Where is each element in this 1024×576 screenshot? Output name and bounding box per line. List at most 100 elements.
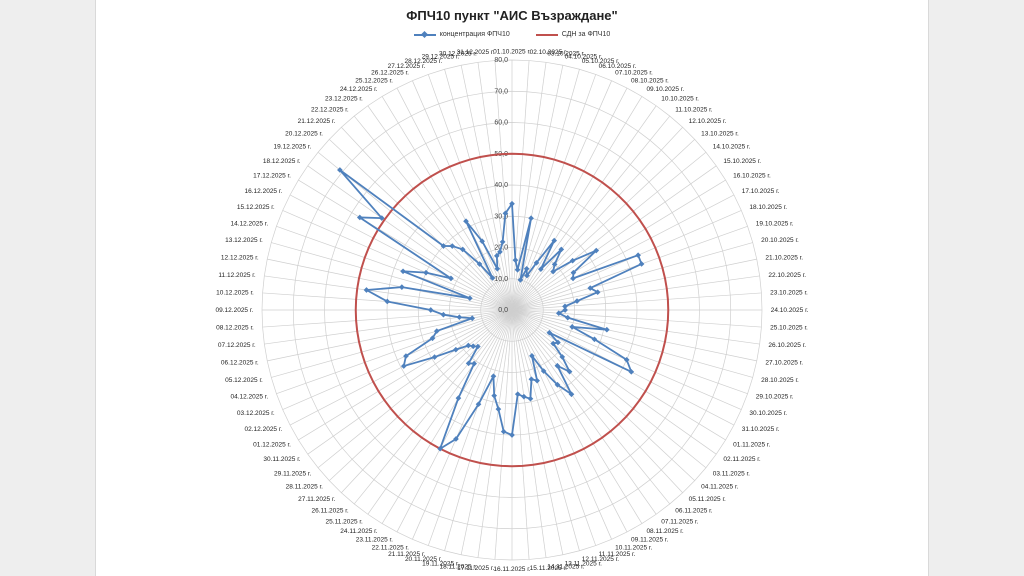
category-label: 07.12.2025 г. bbox=[218, 342, 256, 349]
pm10-point bbox=[529, 353, 535, 359]
pm10-point bbox=[550, 268, 556, 275]
pm10-point bbox=[524, 272, 530, 279]
grid-spoke bbox=[494, 60, 513, 311]
category-label: 11.10.2025 г. bbox=[675, 106, 712, 113]
pm10-point bbox=[471, 360, 477, 367]
category-label: 20.12.2025 г. bbox=[285, 130, 323, 137]
pm10-point bbox=[546, 329, 553, 336]
pm10-point bbox=[399, 284, 405, 290]
pm10-point bbox=[551, 237, 558, 244]
grid-spoke bbox=[511, 179, 726, 311]
grid-spoke bbox=[460, 65, 513, 311]
radial-tick-label: 60,0 bbox=[494, 120, 508, 127]
pm10-point bbox=[476, 261, 483, 267]
category-label: 27.11.2025 г. bbox=[298, 496, 335, 503]
category-label: 22.11.2025 г. bbox=[372, 544, 409, 551]
grid-spoke bbox=[353, 115, 513, 311]
pm10-point bbox=[509, 432, 515, 438]
category-label: 31.10.2025 г. bbox=[742, 426, 780, 433]
legend-swatch-limit bbox=[535, 33, 558, 36]
grid-spoke bbox=[477, 62, 513, 311]
pm10-point bbox=[465, 342, 472, 349]
pm10-point bbox=[534, 377, 540, 384]
radial-tick-label: 70,0 bbox=[494, 88, 508, 95]
pm10-point bbox=[469, 315, 476, 322]
pm10-point bbox=[528, 215, 534, 222]
category-label: 24.12.2025 г. bbox=[340, 86, 378, 93]
pm10-point bbox=[591, 336, 598, 343]
category-label: 01.10.2025 г. bbox=[493, 48, 531, 55]
pm10-point bbox=[570, 275, 576, 282]
grid-spoke bbox=[511, 65, 564, 311]
grid-spoke bbox=[511, 309, 628, 533]
category-label: 23.12.2025 г. bbox=[325, 96, 363, 103]
grid-spoke bbox=[341, 127, 513, 311]
radial-tick-label: 0,0 bbox=[498, 307, 508, 314]
grid-spoke bbox=[511, 60, 530, 311]
grid-spoke bbox=[262, 309, 513, 328]
category-label: 02.12.2025 г. bbox=[245, 426, 283, 433]
grid-spoke bbox=[427, 309, 513, 546]
category-label: 17.12.2025 г. bbox=[253, 173, 291, 180]
category-label: 14.10.2025 г. bbox=[713, 144, 751, 151]
category-label: 05.12.2025 г. bbox=[225, 377, 263, 384]
pm10-point bbox=[499, 239, 506, 245]
pm10-point bbox=[528, 376, 535, 383]
category-label: 18.11.2025 г. bbox=[440, 563, 477, 570]
grid-spoke bbox=[511, 292, 762, 311]
grid-spoke bbox=[329, 139, 513, 311]
category-label: 20.11.2025 г. bbox=[405, 556, 442, 563]
grid-spoke bbox=[511, 309, 612, 540]
category-label: 18.10.2025 г. bbox=[749, 204, 787, 211]
grid-spoke bbox=[511, 80, 612, 311]
pm10-point bbox=[429, 335, 436, 342]
grid-spoke bbox=[511, 115, 671, 311]
grid-spoke bbox=[276, 225, 513, 311]
grid-spoke bbox=[511, 127, 683, 311]
grid-spoke bbox=[511, 87, 628, 311]
radial-tick-label: 10,0 bbox=[494, 276, 508, 283]
grid-spoke bbox=[511, 309, 753, 378]
category-label: 01.11.2025 г. bbox=[733, 441, 770, 448]
category-label: 28.11.2025 г. bbox=[286, 484, 323, 491]
grid-spoke bbox=[511, 309, 564, 555]
category-label: 09.10.2025 г. bbox=[646, 86, 684, 93]
legend-item-limit: СДН за ФПЧ10 bbox=[535, 31, 611, 38]
pm10-point bbox=[540, 368, 547, 374]
category-label: 16.12.2025 г. bbox=[245, 188, 283, 195]
grid-spoke bbox=[511, 165, 717, 311]
pm10-point bbox=[593, 247, 600, 254]
category-label: 01.12.2025 г. bbox=[253, 441, 291, 448]
pm10-point bbox=[400, 268, 406, 275]
radial-tick-label: 80,0 bbox=[494, 57, 508, 64]
pm10-point bbox=[449, 243, 456, 249]
category-label: 08.12.2025 г. bbox=[216, 325, 254, 332]
category-label: 15.11.2025 г. bbox=[530, 565, 567, 572]
pm10-point bbox=[555, 339, 561, 346]
pm10-point bbox=[628, 368, 635, 375]
category-label: 03.12.2025 г. bbox=[237, 410, 275, 417]
category-label: 26.10.2025 г. bbox=[768, 342, 806, 349]
grid-spoke bbox=[460, 309, 513, 555]
pm10-point bbox=[497, 249, 503, 255]
pm10-point bbox=[427, 307, 434, 313]
pm10-point bbox=[538, 266, 544, 272]
pm10-point bbox=[562, 307, 568, 313]
grid-spoke bbox=[307, 309, 513, 455]
legend-label-limit: СДН за ФПЧ10 bbox=[561, 31, 611, 38]
grid-spoke bbox=[396, 309, 513, 533]
pm10-point bbox=[459, 246, 466, 253]
pm10-point bbox=[551, 261, 558, 268]
pm10-point bbox=[500, 428, 507, 435]
category-label: 04.11.2025 г. bbox=[701, 484, 738, 491]
category-label: 13.10.2025 г. bbox=[701, 130, 739, 137]
category-label: 04.12.2025 г. bbox=[230, 394, 268, 401]
category-label: 23.10.2025 г. bbox=[770, 289, 808, 296]
pm10-point bbox=[463, 218, 469, 225]
pm10-point bbox=[568, 391, 575, 398]
grid-spoke bbox=[367, 105, 513, 311]
grid-spoke bbox=[298, 179, 513, 311]
category-label: 28.10.2025 г. bbox=[761, 377, 799, 384]
grid-spoke bbox=[353, 309, 513, 505]
